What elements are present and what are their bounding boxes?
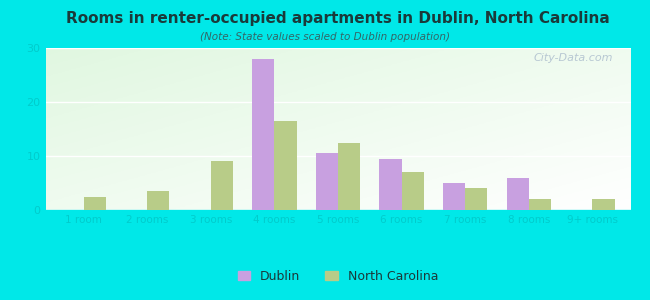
- Bar: [592, 199, 615, 210]
- Legend: Dublin, North Carolina: Dublin, North Carolina: [233, 265, 443, 288]
- Bar: [211, 161, 233, 210]
- Bar: [84, 196, 106, 210]
- Bar: [402, 172, 424, 210]
- Title: Rooms in renter-occupied apartments in Dublin, North Carolina: Rooms in renter-occupied apartments in D…: [66, 11, 610, 26]
- Bar: [274, 121, 296, 210]
- Bar: [528, 199, 551, 210]
- Bar: [506, 178, 528, 210]
- Text: City-Data.com: City-Data.com: [534, 53, 613, 63]
- Bar: [148, 191, 170, 210]
- Bar: [380, 159, 402, 210]
- Bar: [338, 142, 360, 210]
- Bar: [316, 153, 338, 210]
- Bar: [443, 183, 465, 210]
- Bar: [252, 59, 274, 210]
- Bar: [465, 188, 488, 210]
- Text: (Note: State values scaled to Dublin population): (Note: State values scaled to Dublin pop…: [200, 32, 450, 41]
